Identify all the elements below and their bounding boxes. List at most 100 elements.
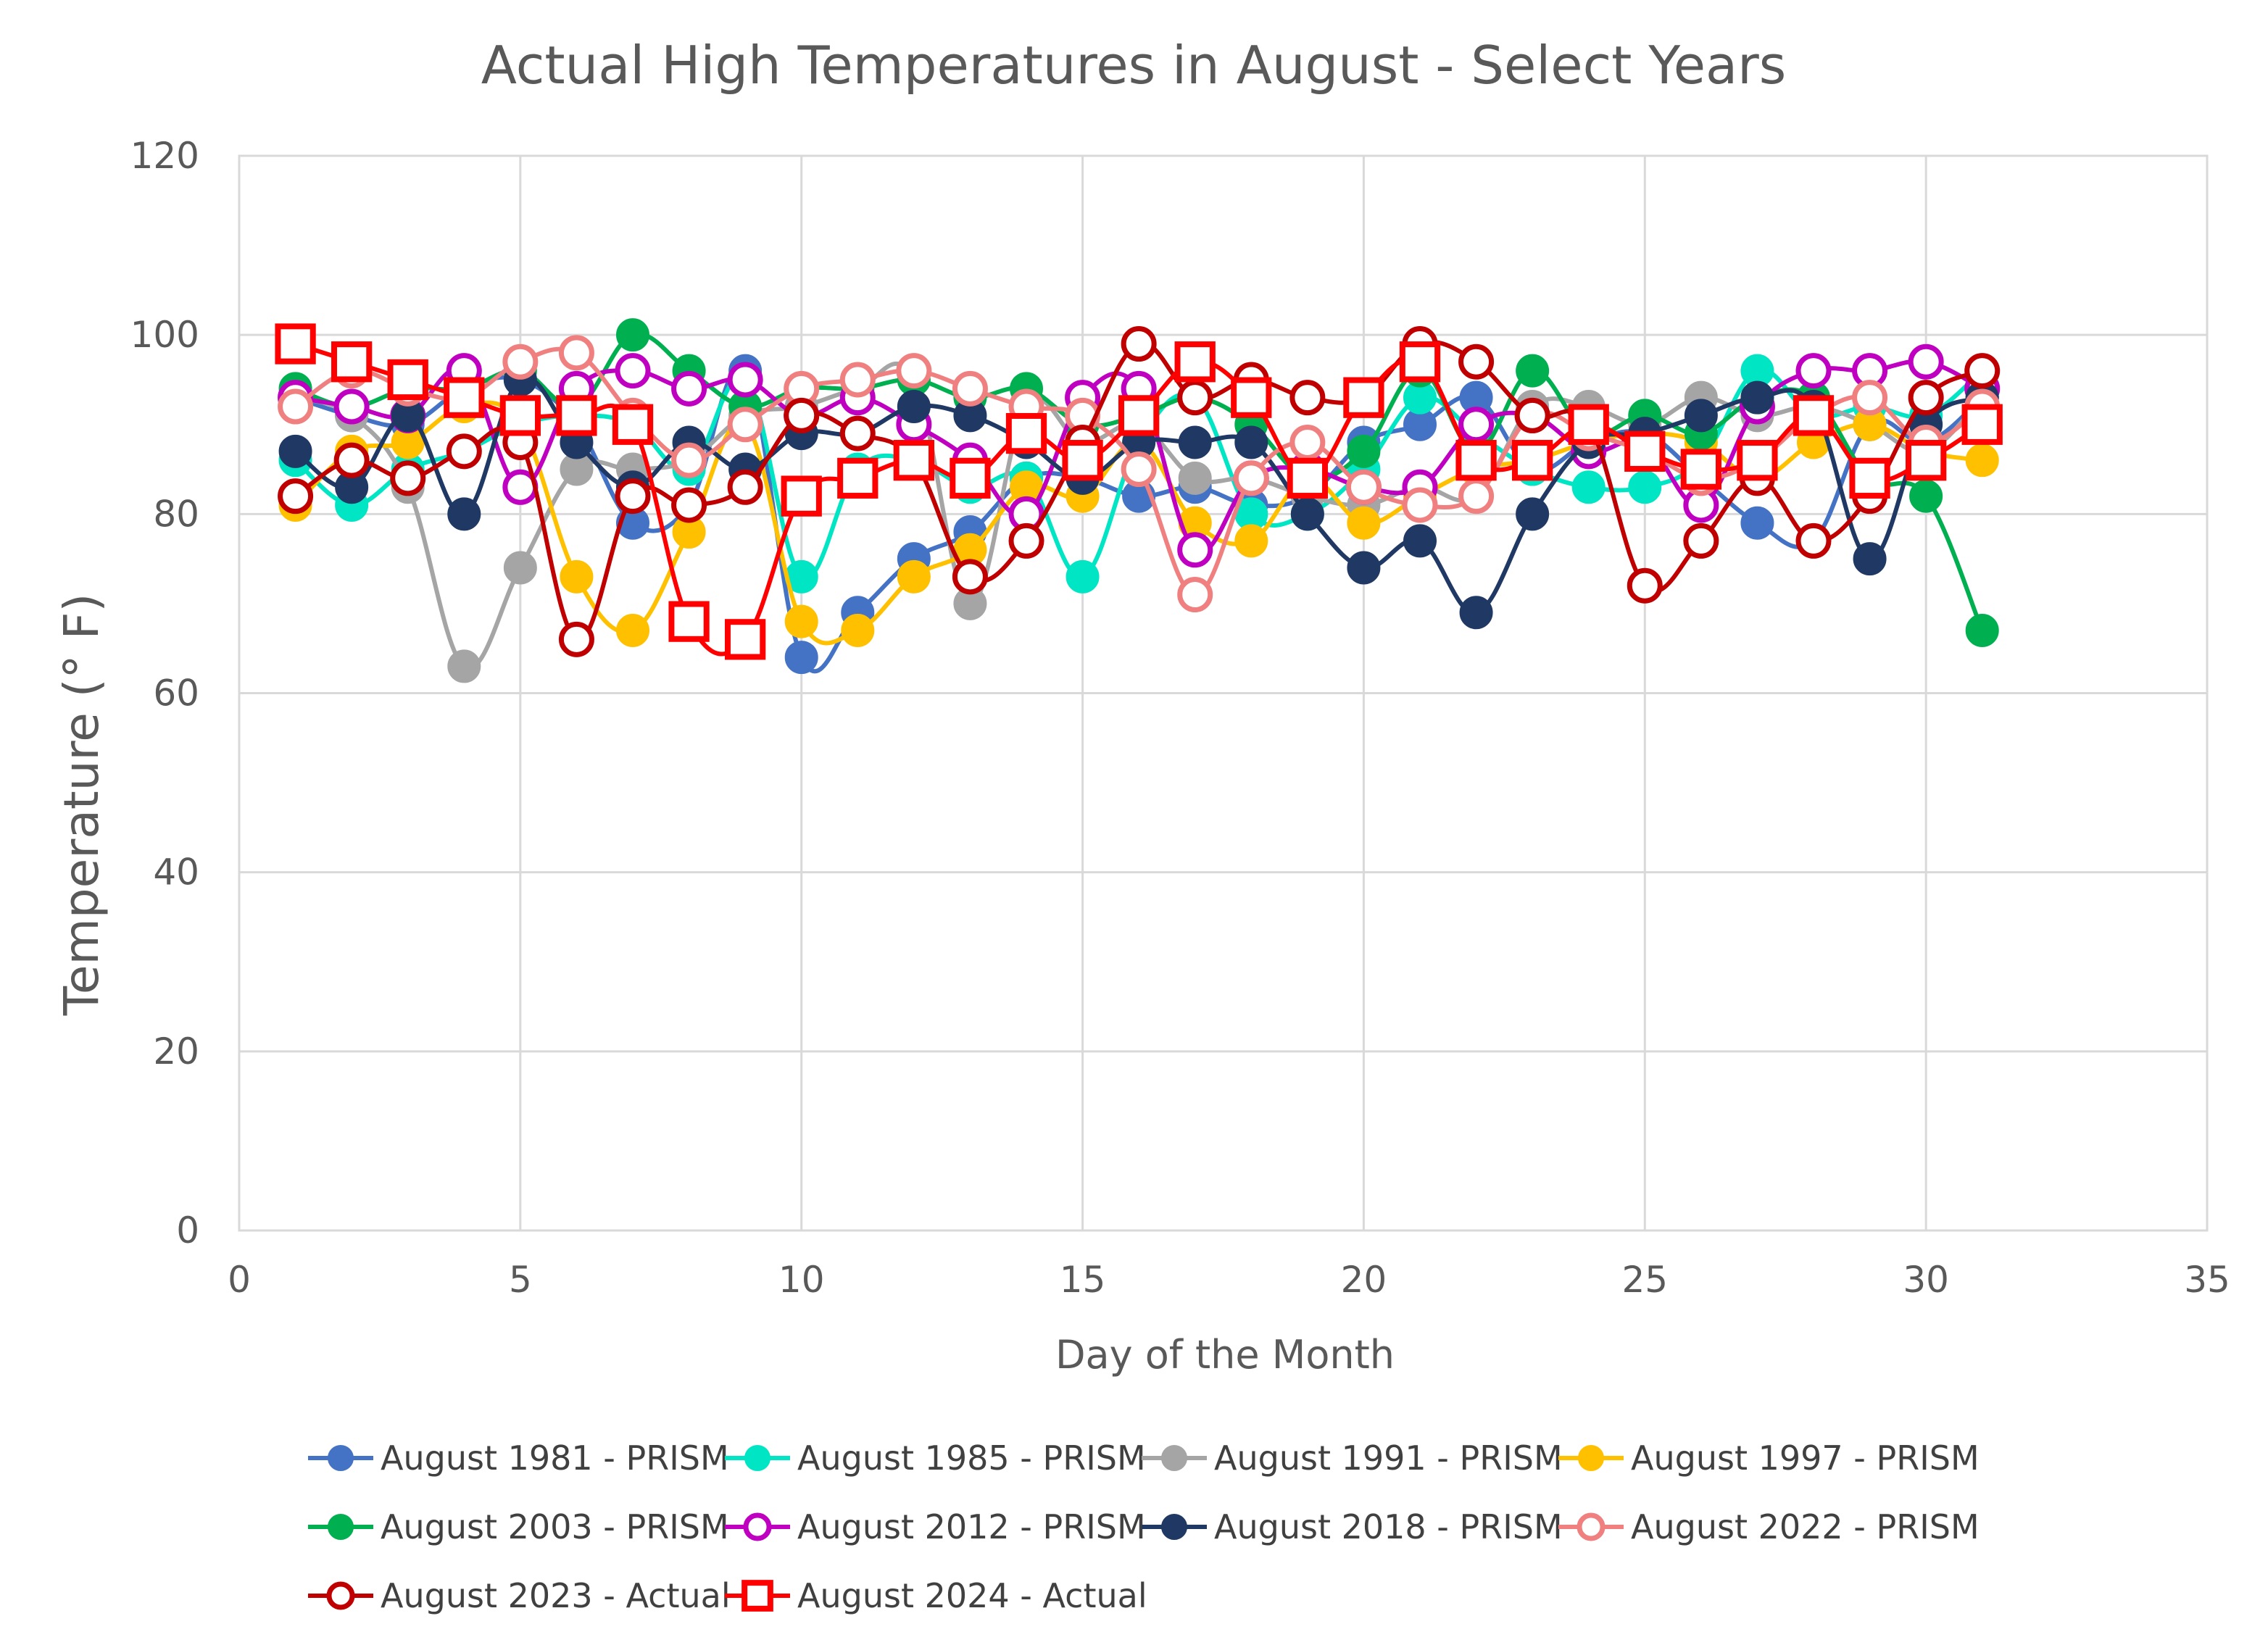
legend-marker bbox=[1578, 1445, 1604, 1471]
data-point bbox=[671, 442, 707, 478]
legend-marker bbox=[742, 1580, 773, 1612]
legend-item: August 1997 - PRISM bbox=[1558, 1438, 1980, 1478]
data-point bbox=[668, 601, 710, 642]
data-point bbox=[1680, 449, 1722, 490]
data-point bbox=[1737, 440, 1778, 481]
legend-marker bbox=[1161, 1514, 1187, 1540]
series-10 bbox=[275, 323, 2003, 660]
data-point bbox=[1347, 434, 1381, 468]
data-point bbox=[727, 469, 763, 505]
y-axis-title: Temperature (° F) bbox=[54, 594, 109, 1017]
data-point bbox=[502, 343, 539, 380]
data-point bbox=[503, 551, 537, 585]
legend-marker bbox=[328, 1514, 354, 1540]
y-tick-label: 40 bbox=[153, 851, 199, 894]
data-point bbox=[1964, 353, 2001, 389]
data-point bbox=[390, 460, 426, 496]
data-point bbox=[1343, 377, 1384, 418]
data-point bbox=[952, 370, 988, 407]
data-point bbox=[560, 559, 594, 594]
data-point bbox=[1458, 343, 1495, 380]
data-point bbox=[556, 395, 597, 436]
data-point bbox=[1627, 567, 1663, 604]
data-point bbox=[839, 362, 876, 398]
y-tick-label: 120 bbox=[130, 135, 199, 177]
data-point bbox=[1289, 380, 1326, 416]
data-point bbox=[1965, 613, 1999, 647]
data-point bbox=[1005, 412, 1047, 454]
data-point bbox=[447, 497, 481, 531]
legend-item: August 2012 - PRISM bbox=[725, 1507, 1146, 1546]
data-point bbox=[893, 440, 935, 481]
data-point bbox=[1793, 395, 1835, 436]
data-point bbox=[727, 407, 763, 443]
data-point bbox=[1402, 487, 1438, 523]
data-point bbox=[1852, 380, 1888, 416]
data-point bbox=[1740, 506, 1774, 540]
y-tick-label: 0 bbox=[176, 1209, 199, 1252]
data-point bbox=[1511, 440, 1553, 481]
legend-marker bbox=[1577, 1512, 1606, 1541]
legend-label: August 2003 - PRISM bbox=[381, 1507, 729, 1546]
data-point bbox=[278, 434, 312, 468]
data-point bbox=[1345, 469, 1382, 505]
x-tick-label: 5 bbox=[509, 1259, 532, 1301]
data-point bbox=[1905, 440, 1947, 481]
data-point bbox=[1458, 478, 1495, 515]
legend-marker bbox=[326, 1581, 355, 1610]
x-tick-label: 35 bbox=[2184, 1259, 2230, 1301]
data-point bbox=[1234, 425, 1268, 459]
data-point bbox=[671, 487, 707, 523]
data-point bbox=[1516, 354, 1550, 388]
x-tick-label: 0 bbox=[228, 1259, 251, 1301]
data-point bbox=[1066, 559, 1100, 594]
data-point bbox=[612, 404, 654, 445]
data-point bbox=[275, 323, 316, 365]
data-point bbox=[1795, 522, 1832, 559]
data-point bbox=[1233, 460, 1269, 496]
x-tick-label: 25 bbox=[1621, 1259, 1668, 1301]
data-point bbox=[616, 613, 649, 647]
data-point bbox=[1403, 524, 1437, 558]
data-point bbox=[1908, 343, 1944, 380]
data-point bbox=[278, 478, 314, 515]
data-point bbox=[781, 475, 822, 517]
data-point bbox=[1347, 551, 1381, 585]
data-point bbox=[499, 395, 541, 436]
data-point bbox=[1178, 461, 1212, 495]
data-point bbox=[1965, 443, 1999, 478]
legend-item: August 2024 - Actual bbox=[725, 1576, 1147, 1615]
data-point bbox=[444, 377, 485, 418]
data-point bbox=[950, 457, 991, 499]
data-point bbox=[1908, 380, 1944, 416]
data-point bbox=[1853, 542, 1887, 576]
data-point bbox=[1399, 341, 1441, 383]
legend: August 1981 - PRISM August 1985 - PRISM Au… bbox=[308, 1438, 1980, 1615]
legend-item: August 1985 - PRISM bbox=[725, 1438, 1146, 1478]
series-layer bbox=[275, 318, 2003, 683]
data-point bbox=[837, 457, 878, 499]
legend-marker bbox=[744, 1445, 770, 1471]
legend-label: August 2023 - Actual bbox=[381, 1576, 731, 1615]
data-point bbox=[1062, 440, 1103, 481]
data-point bbox=[1624, 430, 1666, 472]
data-point bbox=[1683, 522, 1719, 559]
data-point bbox=[1177, 577, 1213, 613]
chart-title: Actual High Temperatures in August - Sel… bbox=[481, 35, 1787, 96]
data-point bbox=[952, 559, 988, 595]
data-point bbox=[1118, 395, 1160, 436]
data-point bbox=[727, 362, 763, 398]
x-tick-label: 10 bbox=[778, 1259, 825, 1301]
data-point bbox=[897, 559, 931, 594]
data-point bbox=[1121, 326, 1157, 362]
x-tick-label: 20 bbox=[1341, 1259, 1387, 1301]
data-point bbox=[784, 397, 820, 433]
data-point bbox=[447, 649, 481, 683]
y-tick-label: 60 bbox=[153, 672, 199, 715]
data-point bbox=[1234, 524, 1268, 558]
data-point bbox=[1568, 404, 1609, 445]
legend-label: August 1981 - PRISM bbox=[381, 1438, 729, 1478]
data-point bbox=[1458, 407, 1495, 443]
y-tick-label: 80 bbox=[153, 493, 199, 535]
